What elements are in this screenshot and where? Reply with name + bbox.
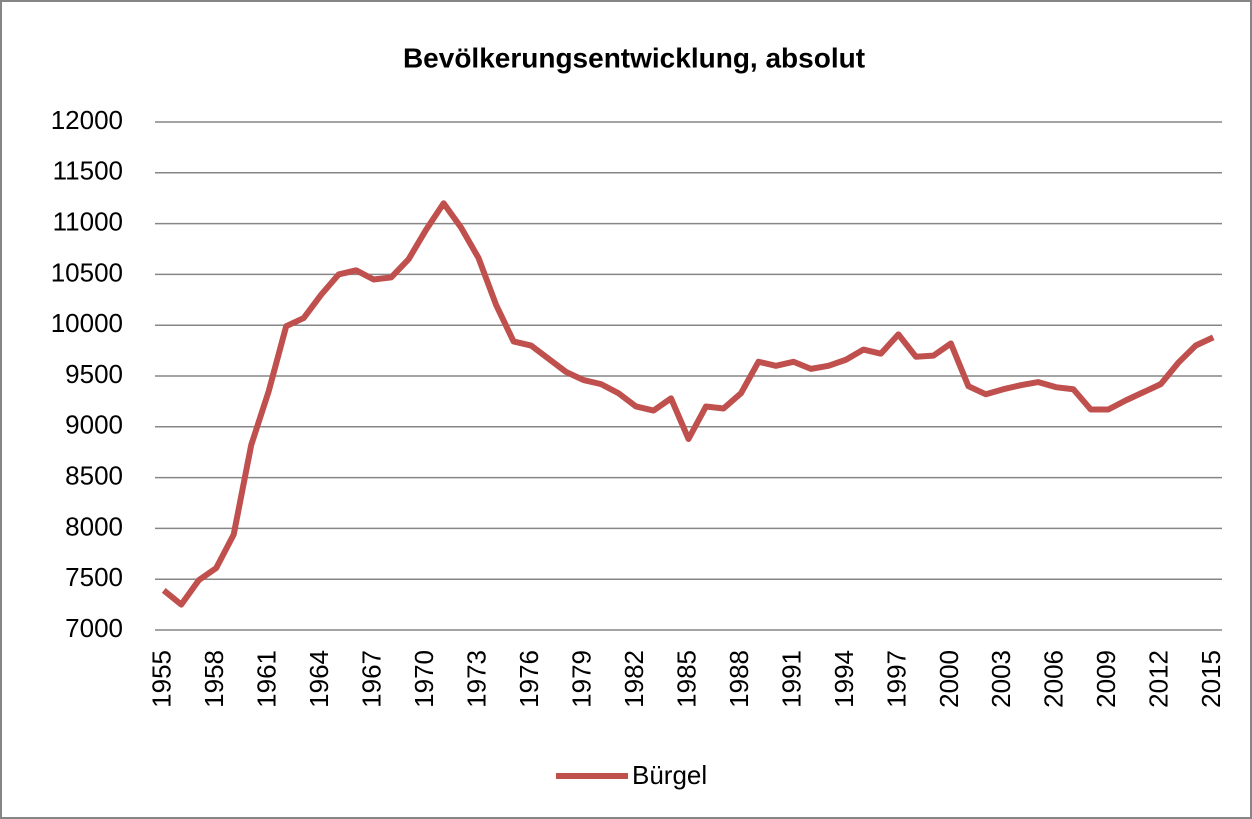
y-tick-label: 12000 (51, 105, 123, 135)
x-tick-label: 1991 (776, 650, 806, 708)
x-tick-label: 1964 (304, 650, 334, 708)
x-tick-label: 2003 (986, 650, 1016, 708)
x-tick-label: 1961 (252, 650, 282, 708)
y-tick-label: 9000 (65, 410, 123, 440)
y-tick-label: 8500 (65, 460, 123, 490)
chart-title: Bevölkerungsentwicklung, absolut (403, 42, 865, 73)
legend-label: Bürgel (632, 760, 707, 790)
y-tick-label: 9500 (65, 359, 123, 389)
x-tick-label: 2015 (1196, 650, 1226, 708)
y-tick-label: 7000 (65, 613, 123, 643)
x-tick-label: 1994 (829, 650, 859, 708)
x-tick-label: 1979 (566, 650, 596, 708)
y-tick-label: 11500 (53, 156, 123, 186)
x-tick-label: 1976 (514, 650, 544, 708)
x-tick-label: 1997 (881, 650, 911, 708)
x-tick-label: 1982 (619, 650, 649, 708)
y-tick-label: 10500 (51, 257, 123, 287)
x-tick-label: 1955 (147, 650, 177, 708)
x-tick-label: 1958 (199, 650, 229, 708)
x-tick-label: 1967 (357, 650, 387, 708)
x-tick-label: 1985 (671, 650, 701, 708)
y-tick-label: 10000 (51, 308, 123, 338)
y-tick-label: 7500 (65, 562, 123, 592)
x-tick-label: 2006 (1039, 650, 1069, 708)
line-series (161, 200, 1215, 608)
x-tick-label: 2012 (1144, 650, 1174, 708)
x-tick-label: 1973 (461, 650, 491, 708)
x-tick-label: 1970 (409, 650, 439, 708)
y-tick-label: 11000 (53, 206, 123, 236)
x-tick-label: 1988 (724, 650, 754, 708)
x-tick-label: 2009 (1091, 650, 1121, 708)
y-tick-label: 8000 (65, 511, 123, 541)
x-tick-label: 2000 (934, 650, 964, 708)
